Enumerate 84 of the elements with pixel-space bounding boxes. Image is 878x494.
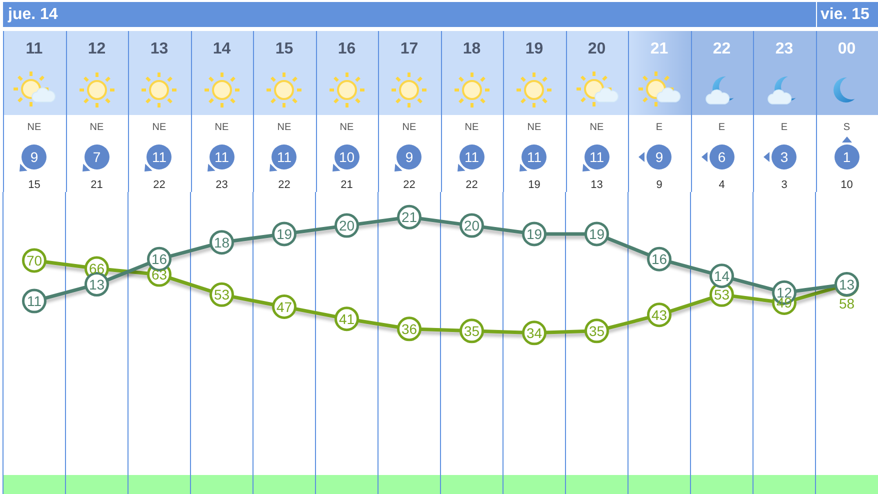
x-tick-label: 19 bbox=[525, 40, 544, 58]
text: E bbox=[780, 122, 788, 133]
text: 22 bbox=[278, 179, 290, 191]
text: 22 bbox=[153, 179, 166, 191]
x-tick-label: 17 bbox=[400, 40, 418, 58]
text: 22 bbox=[403, 179, 416, 191]
text: 11 bbox=[152, 149, 167, 165]
x-tick-label: 13 bbox=[150, 40, 168, 58]
text: 19 bbox=[528, 179, 540, 191]
x-tick-label: 14 bbox=[212, 40, 231, 58]
data-label: 70 bbox=[26, 252, 42, 268]
text: 9 bbox=[405, 149, 414, 165]
text: NE bbox=[27, 122, 42, 133]
x-tick-label: 16 bbox=[338, 40, 356, 58]
text: 21 bbox=[90, 179, 103, 191]
data-label: 19 bbox=[526, 226, 542, 242]
data-label: 19 bbox=[588, 226, 605, 242]
text: 7 bbox=[92, 149, 101, 165]
text: NE bbox=[590, 122, 604, 133]
text: 13 bbox=[590, 179, 603, 191]
x-tick-label: 12 bbox=[88, 40, 106, 58]
text: NE bbox=[527, 122, 542, 133]
x-tick-label: 15 bbox=[275, 40, 294, 58]
data-label: 58 bbox=[838, 296, 855, 312]
text: NE bbox=[90, 122, 104, 133]
data-label: 35 bbox=[464, 322, 480, 339]
text: S bbox=[843, 122, 850, 133]
text: jue. 14 bbox=[8, 5, 58, 25]
data-label: 13 bbox=[88, 276, 105, 292]
data-label: 11 bbox=[26, 293, 42, 310]
text: 4 bbox=[718, 179, 725, 191]
data-label: 66 bbox=[88, 260, 105, 277]
data-label: 35 bbox=[588, 322, 605, 339]
x-tick-label: 11 bbox=[26, 40, 43, 58]
text: 22 bbox=[466, 179, 478, 191]
text: 6 bbox=[718, 149, 726, 165]
data-label: 16 bbox=[651, 251, 668, 268]
text: NE bbox=[152, 122, 166, 133]
text: 11 bbox=[276, 149, 292, 165]
text: NE bbox=[464, 122, 479, 133]
text: 15 bbox=[28, 179, 40, 191]
data-label: 41 bbox=[338, 310, 355, 327]
data-label: 63 bbox=[151, 266, 168, 283]
data-label: 19 bbox=[276, 226, 292, 242]
text: 10 bbox=[840, 179, 853, 191]
text: 11 bbox=[214, 149, 230, 165]
text: 9 bbox=[655, 149, 664, 165]
data-label: 18 bbox=[214, 234, 230, 250]
text: 23 bbox=[216, 179, 228, 191]
data-label: 34 bbox=[526, 324, 542, 341]
text: 3 bbox=[780, 149, 788, 165]
text: 10 bbox=[338, 149, 355, 165]
text: 9 bbox=[656, 179, 662, 191]
text: 9 bbox=[30, 149, 38, 165]
text: 11 bbox=[526, 149, 542, 165]
x-tick-label: 18 bbox=[462, 40, 481, 58]
text: vie. 15 bbox=[820, 5, 870, 25]
text: NE bbox=[402, 122, 416, 133]
data-label: 47 bbox=[276, 298, 292, 315]
text: E bbox=[718, 122, 726, 133]
data-label: 16 bbox=[151, 251, 168, 268]
text: E bbox=[656, 122, 663, 133]
x-tick-label: 21 bbox=[650, 40, 668, 58]
data-label: 36 bbox=[401, 320, 418, 337]
text: 11 bbox=[589, 149, 604, 165]
data-label: 20 bbox=[464, 218, 480, 234]
x-tick-label: 23 bbox=[775, 40, 794, 58]
text: 1 bbox=[842, 149, 851, 165]
data-label: 20 bbox=[338, 218, 355, 234]
text: 11 bbox=[464, 149, 480, 165]
data-label: 21 bbox=[401, 209, 418, 226]
text: 3 bbox=[781, 179, 788, 191]
x-tick-label: 00 bbox=[838, 40, 856, 58]
text: NE bbox=[277, 122, 292, 133]
data-label: 13 bbox=[838, 276, 855, 292]
text: 21 bbox=[340, 179, 353, 191]
text: NE bbox=[340, 122, 354, 133]
data-label: 43 bbox=[651, 306, 668, 323]
x-tick-label: 20 bbox=[588, 40, 606, 58]
data-label: 53 bbox=[214, 286, 230, 303]
text: NE bbox=[214, 122, 229, 133]
x-tick-label: 22 bbox=[712, 40, 731, 58]
data-label: 14 bbox=[714, 268, 730, 284]
data-label: 53 bbox=[714, 286, 730, 303]
